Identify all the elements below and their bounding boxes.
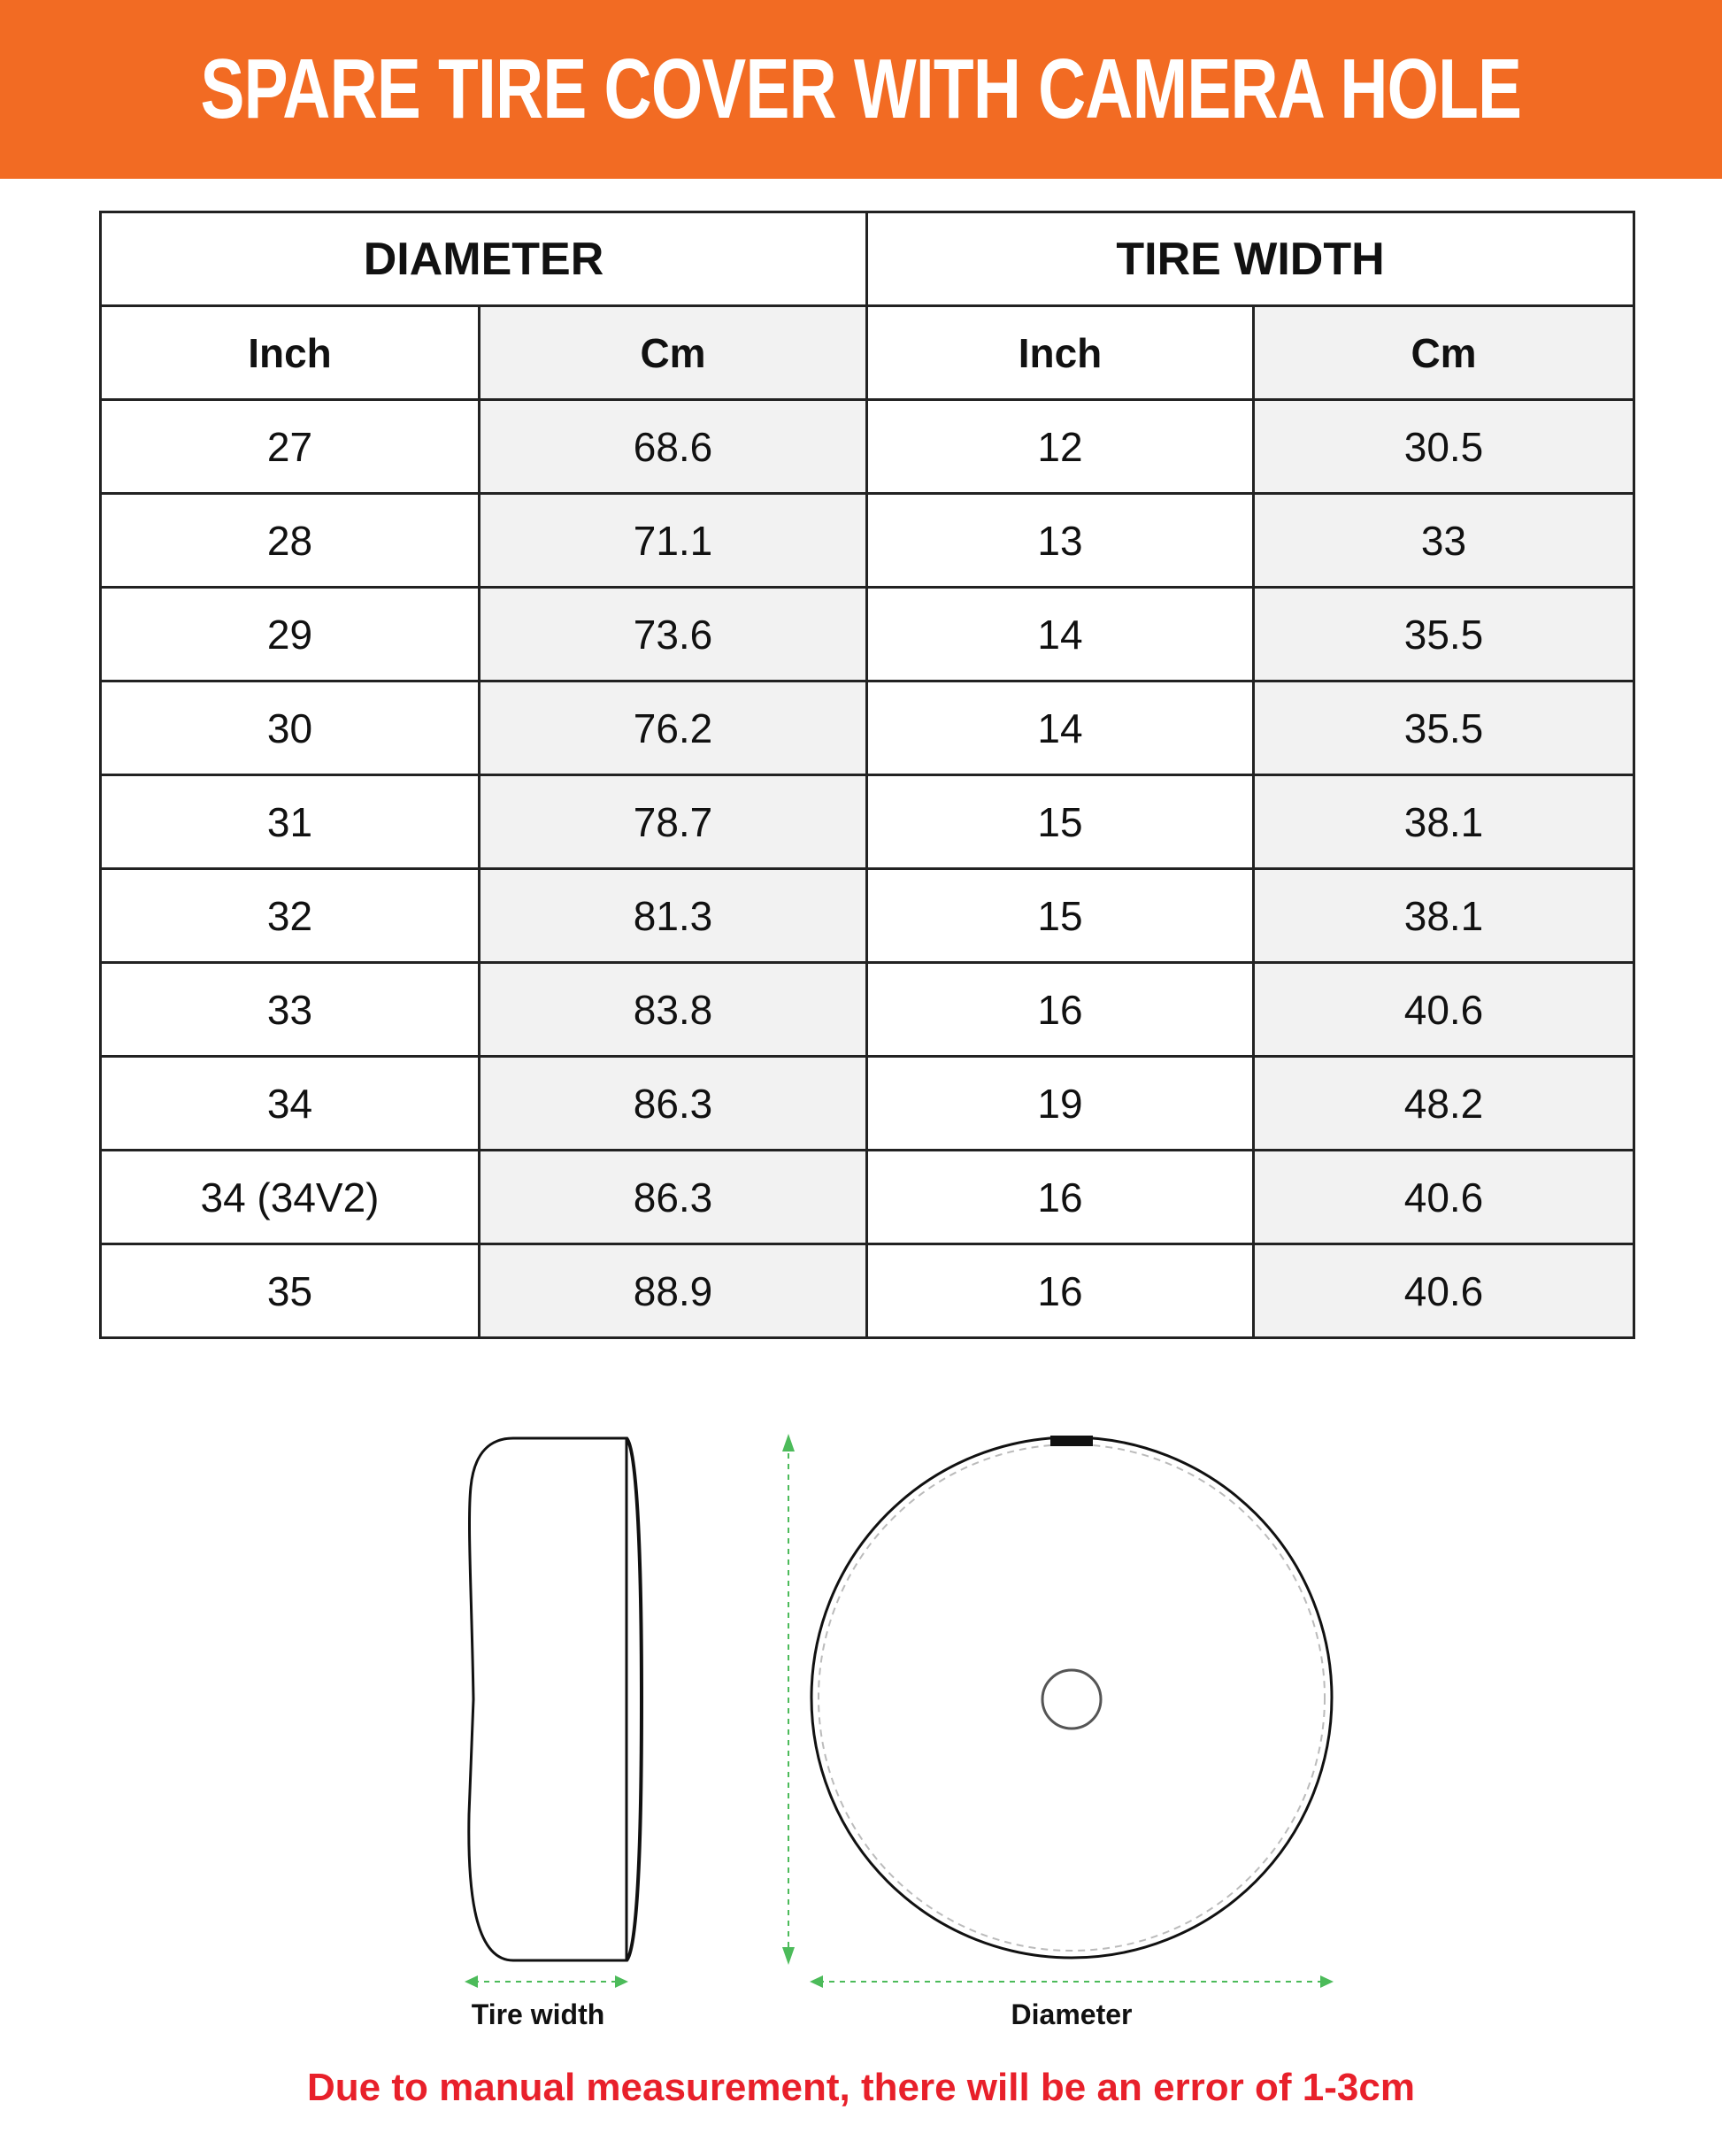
table-row: 27 68.6 12 30.5 [99, 398, 1636, 495]
table-row: 33 83.8 16 40.6 [99, 961, 1636, 1058]
table-row: 34 (34V2) 86.3 16 40.6 [99, 1149, 1636, 1245]
cell-cm: 33 [1251, 492, 1636, 589]
table-row: 30 76.2 14 35.5 [99, 680, 1636, 776]
cell-cm: 40.6 [1251, 1149, 1636, 1245]
cell-cm: 76.2 [478, 680, 868, 776]
cell-cm: 38.1 [1251, 867, 1636, 964]
cell-cm: 73.6 [478, 586, 868, 682]
cell-inch: 27 [99, 398, 480, 495]
cell-cm: 86.3 [478, 1055, 868, 1151]
cell-inch: 30 [99, 680, 480, 776]
cell-cm: 81.3 [478, 867, 868, 964]
cell-inch: 31 [99, 774, 480, 870]
cell-cm: 78.7 [478, 774, 868, 870]
cell-cm: 38.1 [1251, 774, 1636, 870]
cell-inch: 14 [865, 680, 1255, 776]
cell-cm: 48.2 [1251, 1055, 1636, 1151]
col-header-cm: Cm [478, 304, 868, 401]
cell-inch: 16 [865, 1149, 1255, 1245]
table-row: 34 86.3 19 48.2 [99, 1055, 1636, 1151]
table-row: 29 73.6 14 35.5 [99, 586, 1636, 682]
cell-cm: 40.6 [1251, 961, 1636, 1058]
cell-inch: 12 [865, 398, 1255, 495]
header-banner: SPARE TIRE COVER WITH CAMERA HOLE [0, 0, 1722, 179]
cell-cm: 83.8 [478, 961, 868, 1058]
diameter-label: Diameter [1011, 1998, 1133, 2030]
col-header-inch: Inch [865, 304, 1255, 401]
size-table: DIAMETER TIRE WIDTH Inch Cm Inch Cm 27 68… [99, 211, 1636, 1339]
cell-inch: 29 [99, 586, 480, 682]
cell-inch: 32 [99, 867, 480, 964]
cell-inch: 19 [865, 1055, 1255, 1151]
cell-inch: 28 [99, 492, 480, 589]
table-row: 35 88.9 16 40.6 [99, 1243, 1636, 1339]
table-row: 28 71.1 13 33 [99, 492, 1636, 589]
cell-inch: 16 [865, 1243, 1255, 1339]
dimension-arrows [465, 1434, 1334, 1988]
cell-inch: 34 (34V2) [99, 1149, 480, 1245]
table-row: 32 81.3 15 38.1 [99, 867, 1636, 964]
tire-width-header: TIRE WIDTH [865, 211, 1636, 307]
cell-inch: 16 [865, 961, 1255, 1058]
col-header-inch: Inch [99, 304, 480, 401]
side-view-tire [467, 1436, 644, 1962]
cell-inch: 15 [865, 774, 1255, 870]
cell-cm: 40.6 [1251, 1243, 1636, 1339]
cell-cm: 35.5 [1251, 680, 1636, 776]
page-title: SPARE TIRE COVER WITH CAMERA HOLE [200, 42, 1522, 136]
cell-inch: 13 [865, 492, 1255, 589]
cell-cm: 68.6 [478, 398, 868, 495]
cell-cm: 30.5 [1251, 398, 1636, 495]
cell-inch: 15 [865, 867, 1255, 964]
cell-cm: 71.1 [478, 492, 868, 589]
camera-hole [1041, 1668, 1103, 1730]
cell-inch: 33 [99, 961, 480, 1058]
diameter-header: DIAMETER [99, 211, 868, 307]
cell-cm: 88.9 [478, 1243, 868, 1339]
cell-inch: 14 [865, 586, 1255, 682]
tire-width-label: Tire width [472, 1998, 605, 2030]
col-header-cm: Cm [1251, 304, 1636, 401]
front-view-tire [810, 1436, 1334, 1960]
cell-inch: 35 [99, 1243, 480, 1339]
cell-inch: 34 [99, 1055, 480, 1151]
measurement-note: Due to manual measurement, there will be… [307, 2066, 1415, 2109]
cell-cm: 35.5 [1251, 586, 1636, 682]
table-row: 31 78.7 15 38.1 [99, 774, 1636, 870]
cell-cm: 86.3 [478, 1149, 868, 1245]
